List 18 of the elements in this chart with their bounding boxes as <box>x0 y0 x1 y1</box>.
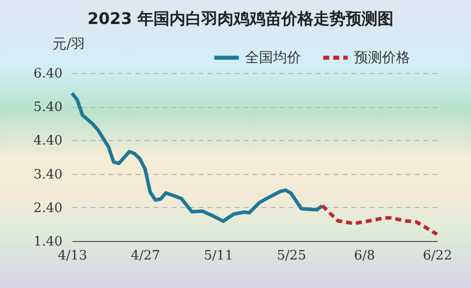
y-tick-label: 3.40 <box>34 167 62 182</box>
line-series <box>70 91 324 223</box>
x-tick-label: 6/8 <box>354 248 375 264</box>
x-tick-label: 5/11 <box>204 248 234 264</box>
legend-label: 全国均价 <box>245 48 301 65</box>
y-axis-title: 元/羽 <box>52 36 86 52</box>
y-tick-label: 4.40 <box>34 134 62 149</box>
x-tick-label: 6/22 <box>422 248 452 264</box>
line-series <box>320 204 439 236</box>
y-tick-label: 6.40 <box>34 66 62 82</box>
y-tick-label: 5.40 <box>34 100 62 116</box>
x-tick-label: 5/25 <box>276 248 306 264</box>
y-tick-label: 2.40 <box>34 200 62 216</box>
y-tick-label: 1.40 <box>34 234 62 250</box>
legend-label: 预测价格 <box>354 48 410 65</box>
x-tick-label: 4/27 <box>130 248 160 264</box>
chart-title: 2023 年国内白羽肉鸡鸡苗价格走势预测图 <box>87 9 394 28</box>
x-tick-label: 4/13 <box>58 248 88 264</box>
